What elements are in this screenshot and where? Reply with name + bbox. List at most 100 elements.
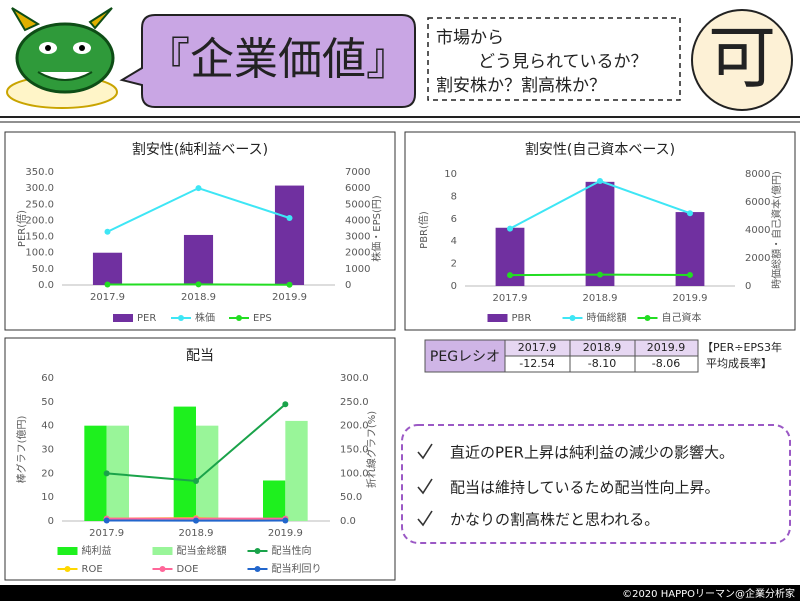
x-tick-label: 2019.9: [272, 292, 307, 303]
question-line: 市場から: [436, 28, 504, 48]
legend-label: PER: [137, 313, 156, 324]
x-tick-label: 2018.9: [179, 528, 214, 539]
legend-label: 自己資本: [662, 311, 702, 324]
y-axis-title: PER(倍): [15, 210, 28, 247]
y2-tick-label: 0.0: [340, 516, 356, 527]
point: [104, 281, 111, 288]
point: [104, 228, 111, 235]
y2-tick-label: 1000: [345, 264, 370, 275]
y2-tick-label: 0: [745, 281, 751, 292]
legend-swatch: [487, 314, 508, 322]
legend-label: ROE: [82, 564, 103, 575]
y2-tick-label: 2000: [745, 253, 770, 264]
y-tick-label: 200.0: [25, 215, 54, 226]
y2-tick-label: 50.0: [340, 492, 362, 503]
y2-tick-label: 300.0: [340, 373, 369, 384]
chart-title: 割安性(自己資本ベース): [525, 141, 675, 158]
note: 直近のPER上昇は純利益の減少の影響大。: [450, 444, 734, 462]
point: [193, 517, 199, 524]
legend-label: 株価: [195, 311, 215, 324]
question-box: [427, 17, 681, 101]
bar: [84, 425, 107, 521]
table-note: 【PER÷EPS3年: [702, 340, 782, 354]
legend-swatch: [159, 566, 166, 572]
legend-label: DOE: [177, 564, 199, 575]
y-tick-label: 10: [41, 492, 54, 503]
x-tick-label: 2017.9: [493, 293, 528, 304]
point: [103, 517, 110, 524]
table-cell: -8.10: [588, 357, 616, 370]
chart-title: 配当: [186, 348, 214, 364]
point: [286, 215, 293, 222]
y-tick-label: 6: [451, 214, 457, 225]
legend-label: 配当利回り: [272, 562, 322, 575]
y-tick-label: 4: [451, 236, 457, 247]
y2-tick-label: 3000: [345, 232, 370, 243]
legend-swatch: [236, 315, 242, 321]
table-header: 2018.9: [583, 341, 622, 354]
y-tick-label: 20: [41, 468, 54, 479]
bar: [183, 234, 214, 285]
legend-swatch: [178, 315, 184, 321]
point: [195, 281, 202, 288]
title-bubble: [119, 14, 416, 108]
grade-circle: [691, 9, 793, 111]
y-tick-label: 40: [41, 421, 54, 432]
y-tick-label: 50.0: [32, 264, 54, 275]
y2-axis-title: 折れ線グラフ(%): [365, 411, 378, 488]
question-line: どう見られているか？: [478, 52, 648, 72]
bar: [196, 425, 219, 521]
legend-label: PBR: [512, 313, 532, 324]
y2-tick-label: 150.0: [340, 445, 369, 456]
notes-box: [401, 424, 791, 544]
x-tick-label: 2018.9: [583, 293, 618, 304]
legend-swatch: [644, 315, 651, 321]
point: [282, 517, 289, 524]
bar: [263, 480, 286, 521]
note: かなりの割高株だと思われる。: [450, 511, 659, 529]
dragon-icon: [6, 7, 118, 109]
y2-tick-label: 2000: [345, 248, 370, 259]
y2-tick-label: 0: [345, 280, 351, 291]
legend-swatch: [254, 566, 261, 572]
table-header: PEGレシオ: [430, 349, 500, 365]
page-title: 『企業価値』: [146, 34, 410, 85]
x-tick-label: 2018.9: [181, 292, 216, 303]
y2-tick-label: 6000: [345, 183, 370, 194]
y-axis-title: PBR(倍): [417, 211, 430, 249]
y-tick-label: 150.0: [25, 232, 54, 243]
bar: [585, 181, 615, 286]
note: 配当は維持しているため配当性向上昇。: [450, 479, 720, 497]
legend-label: 純利益: [82, 544, 112, 557]
x-tick-label: 2017.9: [90, 292, 125, 303]
point: [597, 178, 603, 184]
table-cell: -8.06: [652, 357, 680, 370]
y-tick-label: 350.0: [25, 167, 54, 178]
point: [597, 271, 603, 278]
y-tick-label: 8: [451, 191, 457, 202]
bar: [285, 420, 308, 521]
y2-tick-label: 5000: [345, 199, 370, 210]
point: [195, 185, 202, 192]
legend-swatch: [57, 547, 78, 555]
point: [193, 477, 199, 484]
y2-tick-label: 4000: [345, 215, 370, 226]
y2-tick-label: 250.0: [340, 397, 369, 408]
bar: [92, 252, 123, 285]
y-tick-label: 0: [451, 281, 457, 292]
question-line: 割安株か？割高株か？: [436, 76, 606, 96]
y-tick-label: 0: [48, 516, 54, 527]
y2-tick-label: 4000: [745, 225, 770, 236]
legend-label: 配当金総額: [177, 544, 227, 557]
legend-swatch: [254, 548, 261, 554]
point: [507, 272, 513, 279]
y2-tick-label: 100.0: [340, 468, 369, 479]
y2-tick-label: 8000: [745, 169, 770, 180]
bar: [274, 185, 305, 285]
legend-swatch: [569, 315, 576, 321]
point: [282, 401, 289, 408]
point: [103, 470, 110, 477]
bar: [173, 406, 196, 521]
point: [507, 225, 513, 232]
